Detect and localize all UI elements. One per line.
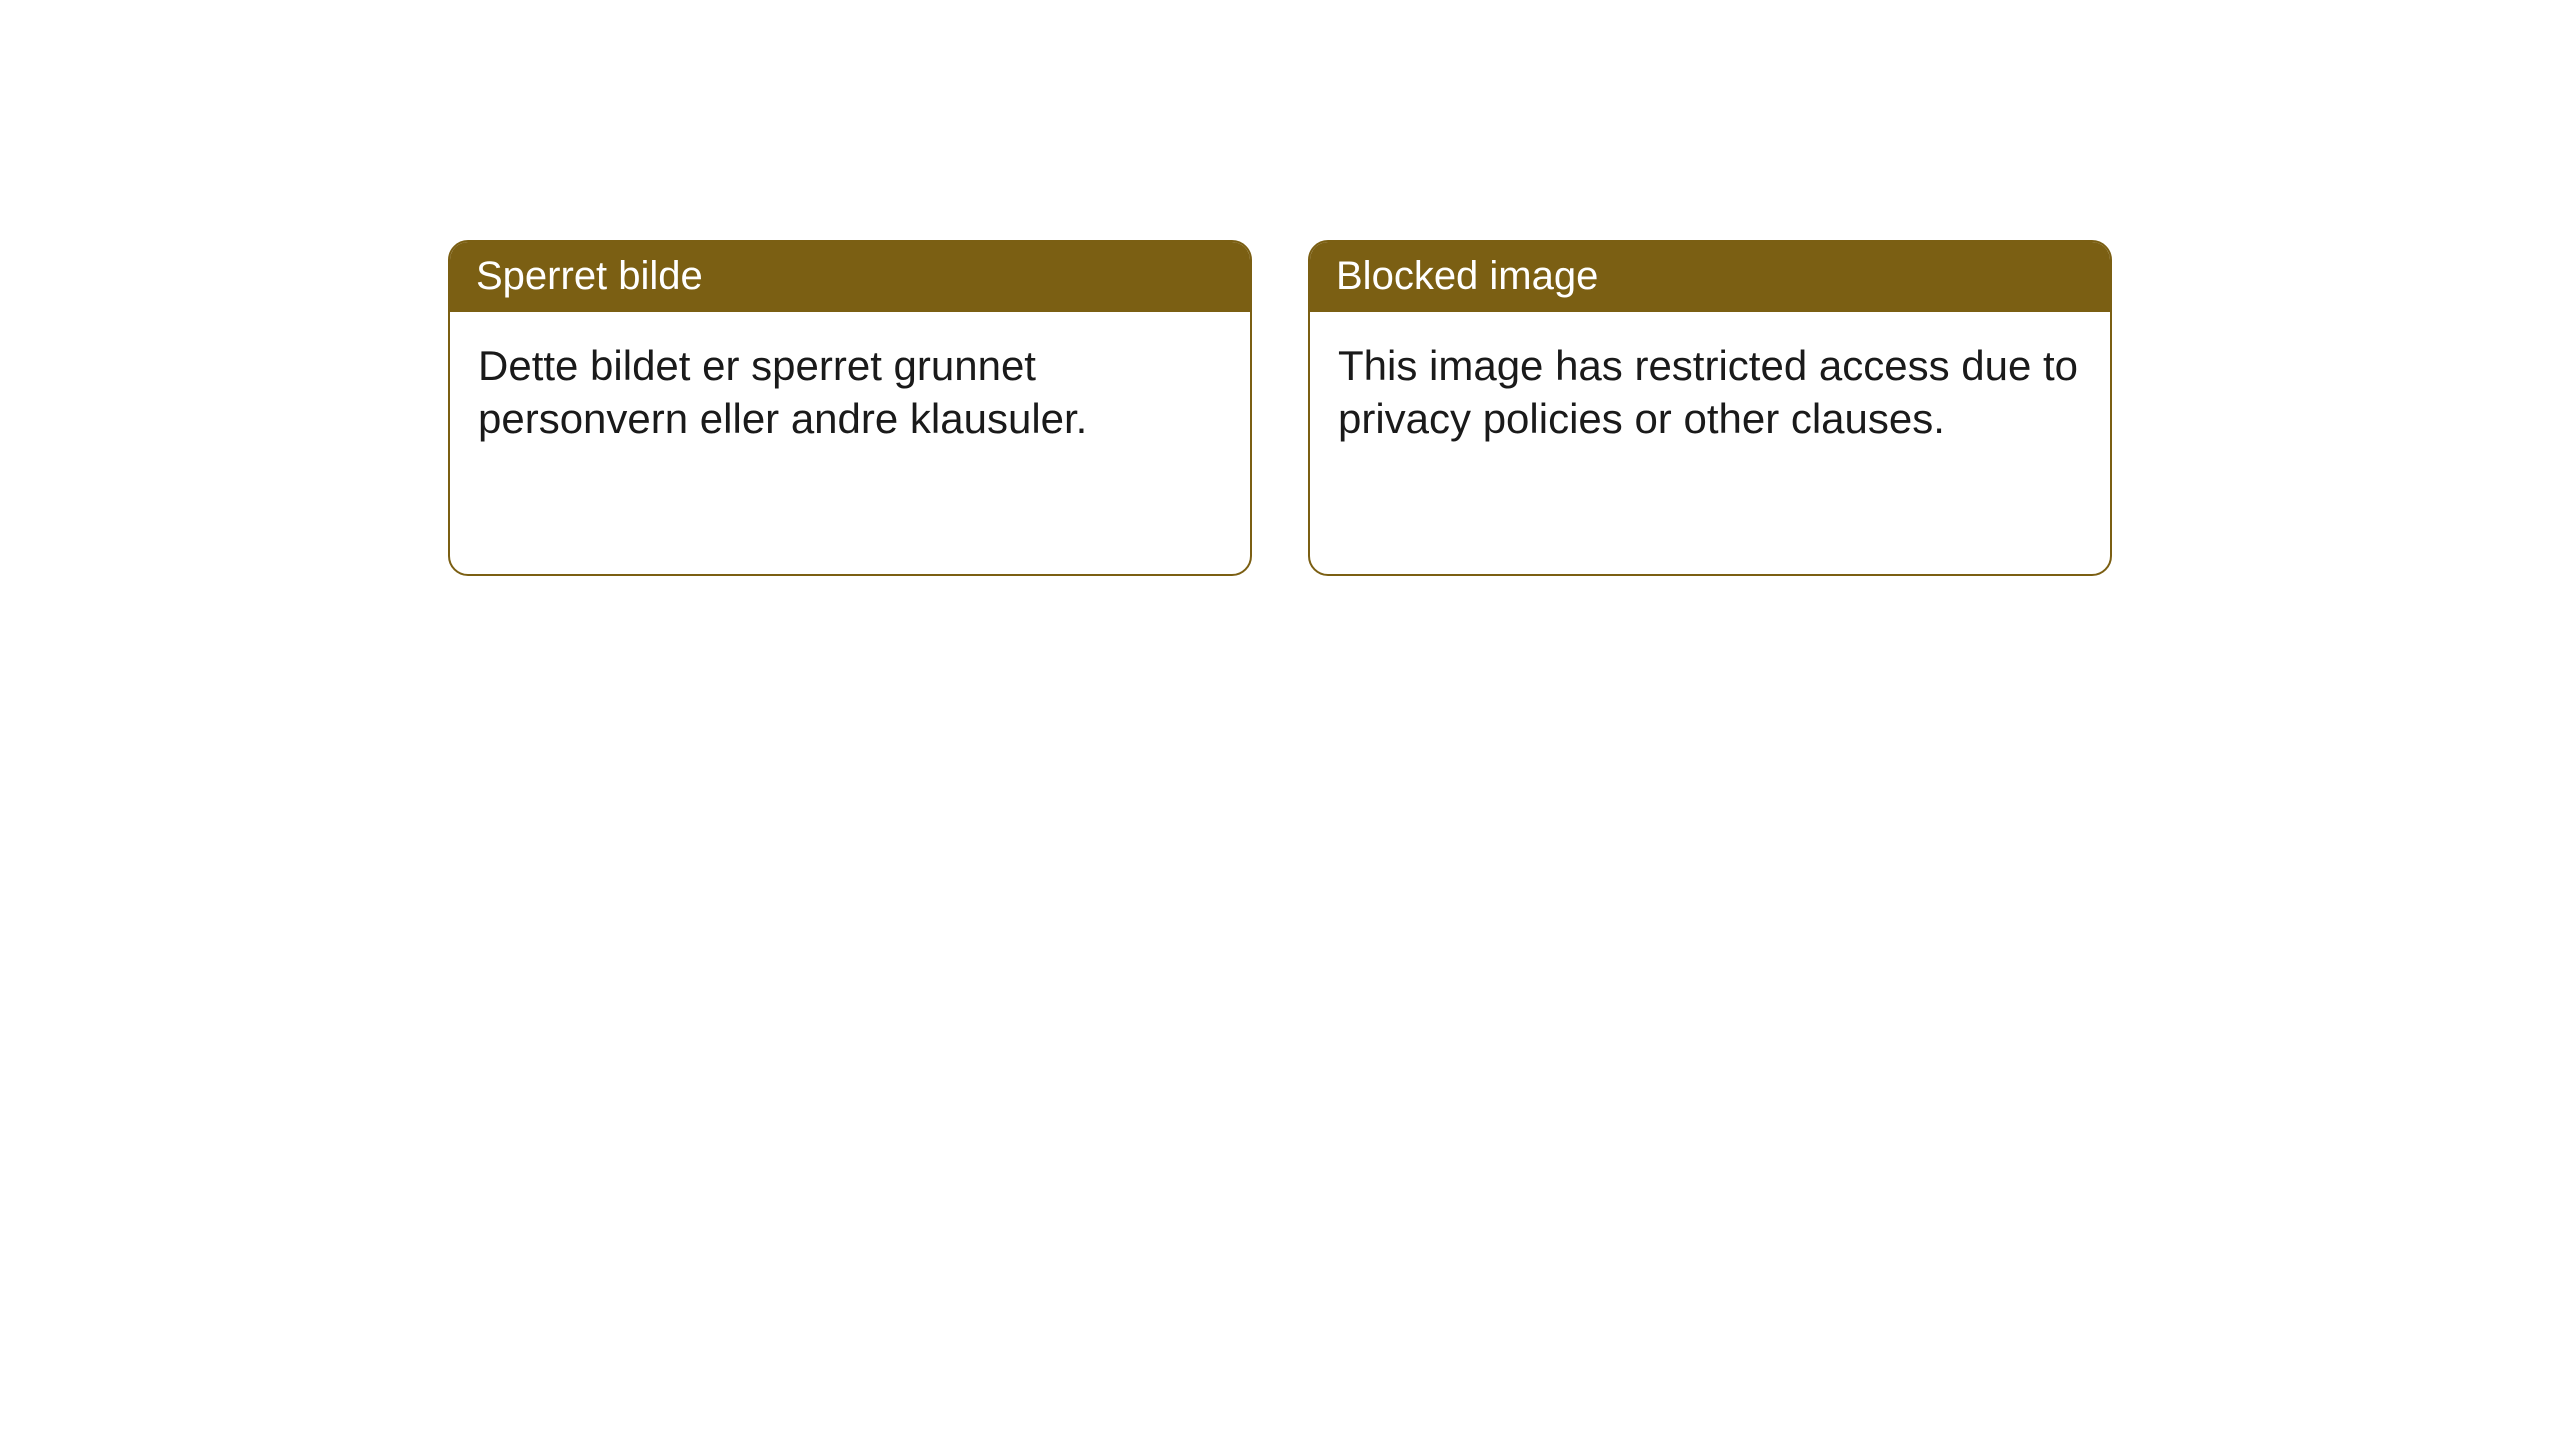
blocked-image-card-no: Sperret bilde Dette bildet er sperret gr… (448, 240, 1252, 576)
cards-container: Sperret bilde Dette bildet er sperret gr… (448, 240, 2112, 576)
card-title: Sperret bilde (450, 242, 1250, 312)
blocked-image-card-en: Blocked image This image has restricted … (1308, 240, 2112, 576)
card-body-text: Dette bildet er sperret grunnet personve… (450, 312, 1250, 473)
card-title: Blocked image (1310, 242, 2110, 312)
card-body-text: This image has restricted access due to … (1310, 312, 2110, 473)
